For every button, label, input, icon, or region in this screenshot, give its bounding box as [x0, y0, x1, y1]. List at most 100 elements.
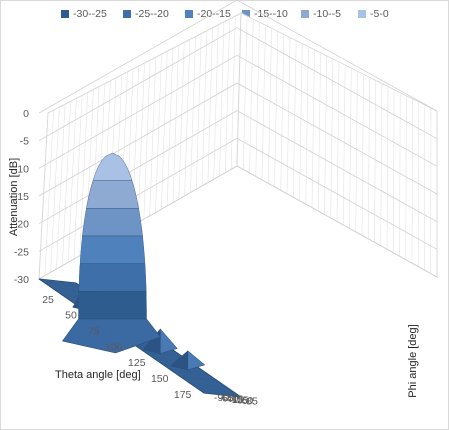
wall-gridline — [242, 16, 248, 170]
wall-gridline — [219, 21, 225, 176]
main-lobe-band — [79, 235, 146, 264]
phi-axis-title: Phi angle [deg] — [407, 324, 419, 397]
z-gridline — [38, 54, 438, 169]
phi-tick-label: -40 — [223, 393, 238, 405]
theta-tick-label: 50 — [65, 310, 77, 322]
wall-gridline — [166, 48, 174, 206]
wall-gridline — [380, 83, 383, 246]
wall-gridline — [190, 36, 196, 193]
theta-tick-label: 75 — [88, 326, 100, 338]
phi-tick-label: -65 — [218, 393, 233, 405]
wall-gridline — [336, 61, 340, 222]
legend-item: -20--15 — [185, 5, 231, 23]
wall-gridline — [330, 58, 334, 219]
phi-tick-label: 35 — [237, 395, 249, 407]
theta-tick-label: 100 — [105, 341, 123, 353]
wall-gridline — [274, 31, 279, 187]
phi-tick-label: -15 — [228, 394, 243, 406]
legend-swatch — [301, 10, 309, 18]
wall-gridline — [286, 37, 291, 194]
theta-tick-label: 150 — [151, 373, 169, 385]
wall-gridline — [230, 15, 236, 170]
legend-swatch — [61, 10, 69, 18]
wall-gridline — [324, 55, 328, 215]
legend-item: -30--25 — [61, 5, 107, 23]
z-tick-label: -5 — [20, 136, 29, 148]
wall-gridline — [317, 52, 321, 212]
wall-gridline — [342, 65, 346, 225]
wall-gridline — [374, 80, 377, 243]
legend-swatch — [358, 10, 366, 18]
wall-gridline — [267, 28, 272, 184]
legend-label: -5-0 — [370, 8, 389, 20]
wall-gridline — [50, 107, 60, 273]
wall-gridline — [311, 49, 315, 208]
z-tick-label: -25 — [14, 246, 29, 258]
wall-gridline — [299, 43, 303, 201]
back-right-wall — [236, 12, 438, 278]
wall-gridline — [195, 33, 202, 190]
legend-swatch — [185, 10, 193, 18]
legend-label: -25--20 — [135, 8, 169, 20]
theta-tick-label: 25 — [42, 294, 54, 306]
legend-item: -5-0 — [358, 5, 389, 23]
legend-label: -30--25 — [73, 8, 107, 20]
wall-gridline — [201, 30, 208, 186]
legend-label: -20--15 — [197, 8, 231, 20]
legend-swatch — [123, 10, 131, 18]
wall-gridline — [61, 101, 72, 266]
wall-gridline — [249, 19, 254, 173]
legend-swatch — [242, 10, 250, 18]
wall-gridline — [349, 68, 352, 229]
wall-gridline — [255, 22, 260, 177]
z-tick-label: 0 — [23, 108, 29, 120]
wall-gridline — [56, 104, 66, 270]
wall-gridline — [280, 34, 285, 191]
wall-gridline — [160, 51, 168, 210]
wall-gridline — [172, 45, 179, 203]
legend-item: -10--5 — [301, 5, 341, 23]
z-gridline — [38, 27, 438, 142]
z-tick-label: -30 — [14, 274, 29, 286]
wall-gridline — [137, 62, 145, 223]
wall-gridline — [184, 39, 191, 196]
side-lobe — [160, 328, 178, 354]
phi-tick-label: -90 — [214, 392, 229, 404]
legend-label: -15--10 — [254, 8, 288, 20]
z-tick-label: -10 — [14, 163, 29, 175]
theta-axis-title: Theta angle [deg] — [55, 369, 141, 381]
wall-gridline — [178, 42, 185, 200]
z-tick-label: -15 — [14, 191, 29, 203]
wall-gridline — [361, 74, 364, 236]
z-gridline — [38, 1, 438, 114]
main-lobe-band — [78, 263, 147, 292]
main-lobe-band — [82, 208, 143, 237]
main-lobe-band — [86, 180, 139, 209]
phi-tick-label: 10 — [232, 394, 244, 406]
wall-gridline — [155, 54, 162, 213]
wall-gridline — [44, 110, 54, 276]
wall-gridline — [261, 25, 266, 180]
wall-gridline — [213, 24, 219, 180]
wall-gridline — [79, 92, 89, 256]
wall-gridline — [386, 86, 389, 250]
wall-gridline — [305, 46, 309, 205]
wall-gridline — [67, 98, 77, 263]
legend: -30--25 -25--20 -20--15 -15--10 -10--5 -5-0 — [1, 5, 448, 27]
legend-item: -15--10 — [242, 5, 288, 23]
theta-tick-label: 175 — [174, 389, 192, 401]
wall-gridline — [367, 77, 370, 239]
wall-gridline — [73, 95, 83, 260]
side-lobe — [187, 350, 206, 371]
wall-gridline — [292, 40, 297, 198]
theta-tick-label: 125 — [128, 357, 146, 369]
wall-gridline — [143, 60, 151, 220]
wall-gridline — [355, 71, 358, 232]
phi-tick-label: 60 — [242, 395, 254, 407]
phi-tick-label: 85 — [246, 396, 258, 408]
wall-gridline — [207, 27, 213, 183]
z-axis-title: Attenuation [dB] — [8, 158, 20, 236]
main-lobe-skirt — [61, 318, 161, 354]
